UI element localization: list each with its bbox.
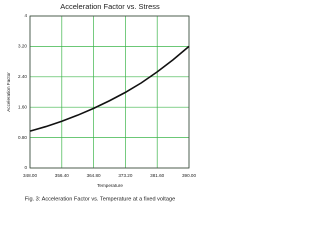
plot-frame <box>29 15 190 169</box>
y-tick-label: 0 <box>24 165 27 170</box>
y-tick-label: 4 <box>24 13 27 18</box>
x-tick-label: 390.00 <box>182 173 196 178</box>
x-axis-label: Temperature <box>97 183 123 188</box>
chart: Acceleration Factor vs. Stress Accelerat… <box>6 2 196 203</box>
x-tick-label: 348.00 <box>23 173 37 178</box>
y-tick-label: 3.20 <box>18 44 27 49</box>
x-tick-label: 373.20 <box>118 173 132 178</box>
x-tick-label: 381.60 <box>150 173 164 178</box>
x-tick-label: 356.40 <box>55 173 69 178</box>
data-line <box>29 45 190 132</box>
y-axis-label: Acceleration Factor <box>6 72 11 112</box>
chart-title: Acceleration Factor vs. Stress <box>60 2 160 11</box>
caption: Fig. 3: Acceleration Factor vs. Temperat… <box>25 196 175 202</box>
x-tick-label: 364.80 <box>87 173 101 178</box>
y-tick-label: 0.80 <box>18 135 27 140</box>
y-tick-label: 2.40 <box>18 74 27 79</box>
y-tick-label: 1.60 <box>18 104 27 109</box>
